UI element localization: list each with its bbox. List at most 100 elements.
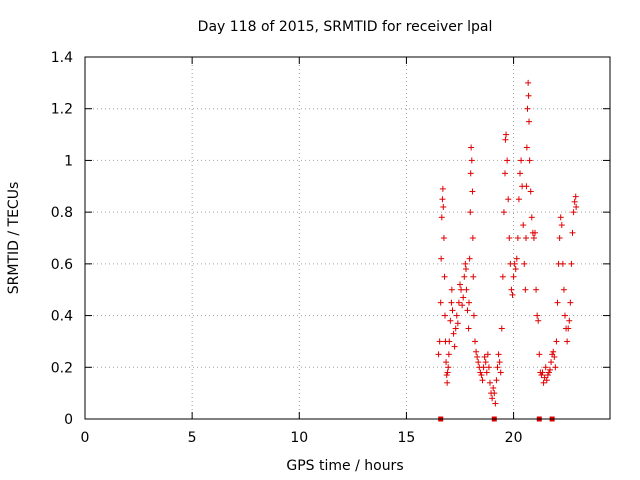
data-point [570,209,577,216]
data-point [509,291,516,298]
x-axis: 0 5 10 15 20 [81,57,522,446]
data-point [470,312,477,319]
data-point [472,338,478,345]
data-point [548,359,555,366]
data-point [441,273,448,280]
data-point [480,364,487,371]
data-point [435,351,442,358]
data-point [485,364,492,371]
data-point [461,273,468,280]
data-point [439,196,446,203]
x-tick-label: 15 [398,430,416,446]
data-point [544,372,551,379]
y-tick-label: 0.2 [51,360,73,376]
y-tick-label: 1 [64,153,73,169]
data-point [440,235,447,241]
data-point [473,348,480,355]
data-point [500,209,507,216]
y-tick-label: 1.4 [51,50,73,66]
data-point [525,79,532,86]
data-point [551,353,558,360]
data-point [470,273,477,280]
y-tick-label: 0.8 [51,205,73,221]
data-point [523,183,530,190]
data-point [450,330,457,337]
data-point [481,353,488,360]
grid-lines [85,57,610,419]
data-point [440,203,447,210]
data-point [483,369,490,376]
data-point [526,118,532,125]
data-point [482,359,489,366]
data-point [524,105,531,112]
data-point [463,266,469,273]
data-point [514,235,521,241]
data-point [467,209,474,216]
data-point [493,377,500,384]
data-point [448,299,455,306]
data-point [517,170,523,177]
data-point [468,144,475,151]
data-point [499,273,506,280]
data-point [444,379,451,386]
data-point [554,299,561,306]
data-point [558,222,565,229]
data-point [560,286,567,293]
data-point [522,286,529,293]
data-point [491,390,498,397]
data-point [490,384,497,391]
data-point [525,92,532,99]
data-point [484,351,491,358]
data-point [494,364,501,371]
data-point [536,351,543,358]
data-point [437,299,444,306]
data-point [495,351,502,358]
data-point [562,312,568,319]
data-point [446,338,453,345]
data-point [528,214,535,221]
data-point [550,348,557,355]
data-point [572,193,579,200]
data-point [568,260,575,267]
data-point [571,198,578,205]
y-tick-label: 0.6 [51,257,73,273]
data-series-srmtid [435,79,580,407]
data-point [497,369,504,376]
data-point [478,372,485,379]
data-point [553,338,560,345]
data-point [506,235,513,241]
data-point [535,317,542,324]
data-point [447,317,454,324]
data-point [527,188,534,195]
data-point [458,286,465,293]
y-tick-label: 0.4 [51,309,73,325]
data-point [469,188,476,195]
data-point [508,286,515,293]
y-tick-label: 0 [64,412,73,428]
data-point [511,260,518,267]
data-point [439,185,446,192]
data-point [503,131,510,138]
data-point [526,157,533,164]
x-tick-label: 10 [290,430,308,446]
data-point [545,369,552,376]
data-point [464,307,471,314]
data-point [559,260,566,267]
data-point [438,214,445,221]
chart-title: Day 118 of 2015, SRMTID for receiver lpa… [198,19,493,35]
data-point [436,338,443,345]
data-point [496,359,503,366]
data-point [463,286,470,293]
data-point [567,299,574,306]
data-point [513,255,520,262]
data-point [452,325,459,332]
y-axis: 0 0.2 0.4 0.6 0.8 1 1.2 1.4 [51,50,610,428]
data-point [438,255,445,262]
data-point [552,364,559,371]
data-point [556,235,563,241]
data-point [443,372,450,379]
x-tick-label: 5 [188,430,197,446]
data-point [444,369,451,376]
data-point [520,222,527,229]
data-point [498,325,505,332]
